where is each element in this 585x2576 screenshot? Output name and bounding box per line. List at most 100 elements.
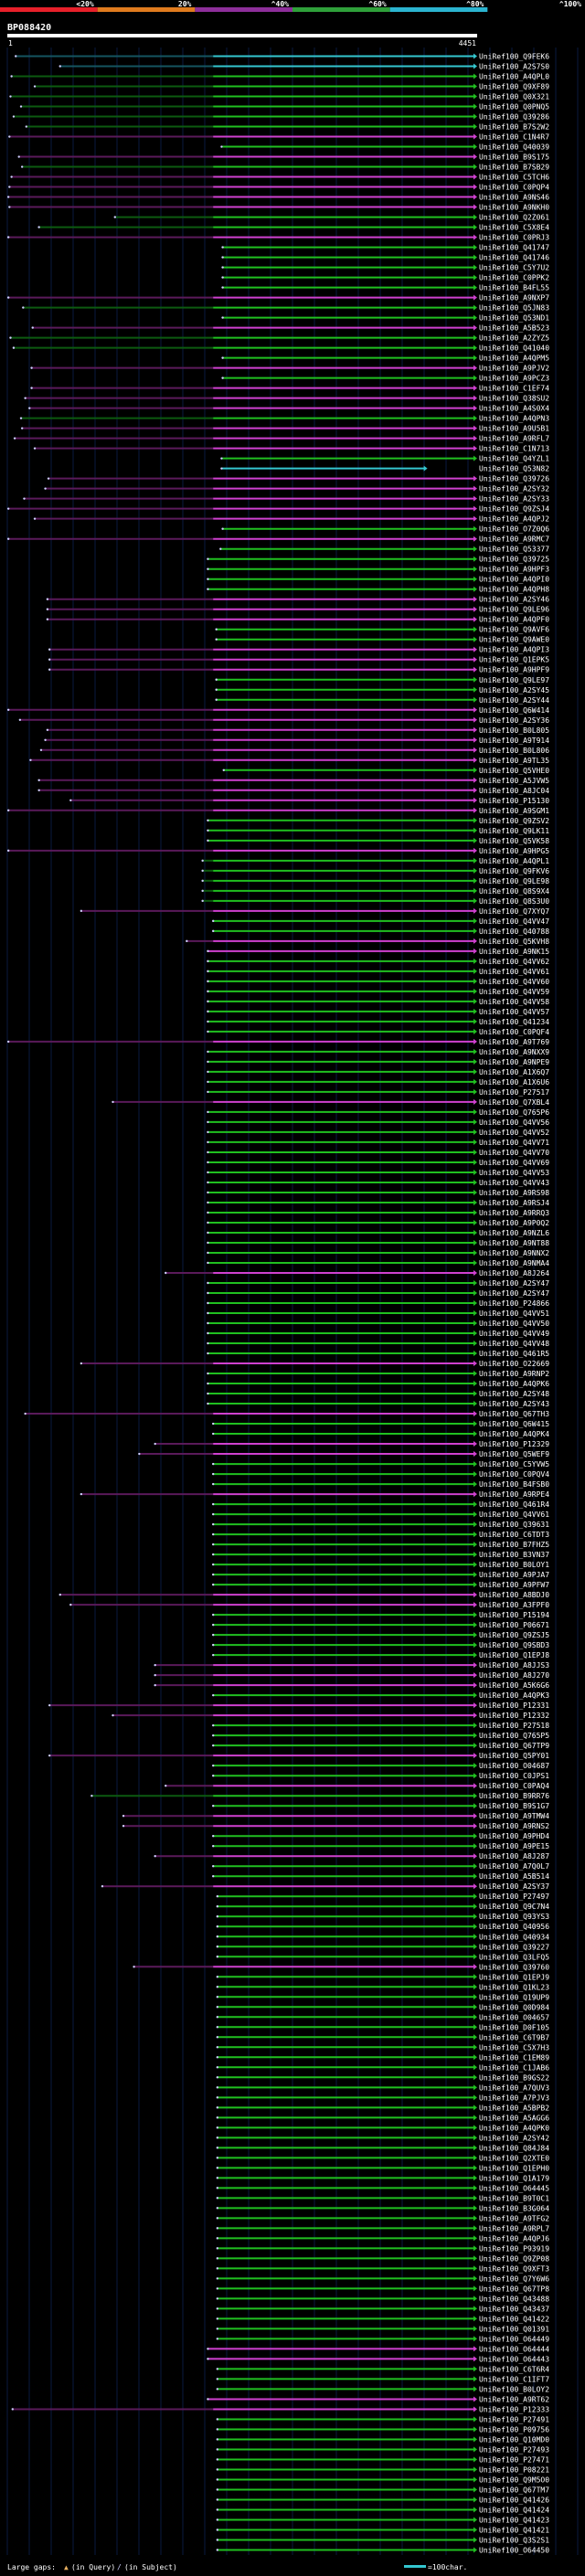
hit-label[interactable]: UniRef100_B9T0C1 bbox=[479, 2194, 549, 2202]
hit-row[interactable]: UniRef100_Q3LFQ5 bbox=[216, 1953, 550, 1961]
hit-label[interactable]: UniRef100_P27471 bbox=[479, 2455, 549, 2464]
hit-row[interactable]: UniRef100_Q41426 bbox=[216, 2496, 550, 2504]
hit-label[interactable]: UniRef100_A2SY47 bbox=[479, 1279, 549, 1288]
hit-row[interactable]: UniRef100_A5B523 bbox=[31, 324, 550, 333]
hit-row[interactable]: UniRef100_Q4VV61 bbox=[207, 968, 549, 976]
hit-label[interactable]: UniRef100_A9RMC7 bbox=[479, 535, 549, 544]
hit-row[interactable]: UniRef100_A7Q0L7 bbox=[211, 1862, 549, 1871]
hit-row[interactable]: UniRef100_A2SY42 bbox=[216, 2134, 550, 2142]
hit-label[interactable]: UniRef100_O64444 bbox=[479, 2345, 549, 2353]
hit-row[interactable]: UniRef100_A9HPF9 bbox=[48, 666, 549, 674]
hit-row[interactable]: UniRef100_Q41423 bbox=[216, 2516, 550, 2524]
hit-label[interactable]: UniRef100_A9RRQ3 bbox=[479, 1209, 549, 1217]
hit-label[interactable]: UniRef100_C0PQV4 bbox=[479, 1470, 549, 1479]
hit-label[interactable]: UniRef100_A9TMW4 bbox=[479, 1812, 549, 1820]
hit-row[interactable]: UniRef100_A2SY36 bbox=[18, 716, 550, 725]
hit-label[interactable]: UniRef100_A9RFL7 bbox=[479, 435, 549, 443]
hit-label[interactable]: UniRef100_A9P0Q2 bbox=[479, 1219, 549, 1227]
hit-row[interactable]: UniRef100_Q9FEK6 bbox=[15, 53, 549, 61]
hit-row[interactable]: UniRef100_Q9ZSJ5 bbox=[211, 1631, 549, 1639]
hit-row[interactable]: UniRef100_Q1A179 bbox=[216, 2174, 550, 2182]
hit-row[interactable]: UniRef100_Q6W415 bbox=[211, 1420, 549, 1428]
hit-row[interactable]: UniRef100_Q5VK58 bbox=[207, 837, 549, 845]
hit-row[interactable]: UniRef100_Q39227 bbox=[216, 1943, 550, 1951]
hit-row[interactable]: UniRef100_A9RT62 bbox=[207, 2395, 549, 2403]
hit-label[interactable]: UniRef100_A9NK15 bbox=[479, 948, 549, 956]
hit-row[interactable]: UniRef100_Q40956 bbox=[216, 1923, 550, 1931]
hit-label[interactable]: UniRef100_A9PE15 bbox=[479, 1842, 549, 1850]
hit-label[interactable]: UniRef100_Q1A179 bbox=[479, 2174, 549, 2182]
hit-row[interactable]: UniRef100_Q43488 bbox=[216, 2295, 550, 2303]
hit-row[interactable]: UniRef100_A4QPF0 bbox=[46, 616, 550, 624]
hit-label[interactable]: UniRef100_O64450 bbox=[479, 2546, 549, 2554]
hit-label[interactable]: UniRef100_Q9ZP08 bbox=[479, 2254, 549, 2263]
hit-row[interactable]: UniRef100_A7QUV3 bbox=[216, 2083, 550, 2092]
hit-row[interactable]: UniRef100_A4QPN3 bbox=[19, 415, 549, 423]
hit-label[interactable]: UniRef100_C5X7H3 bbox=[479, 2043, 549, 2051]
hit-row[interactable]: UniRef100_A9PJA7 bbox=[211, 1571, 549, 1579]
hit-row[interactable]: UniRef100_P27517 bbox=[207, 1088, 549, 1097]
hit-row[interactable]: UniRef100_Q53377 bbox=[219, 546, 549, 554]
hit-row[interactable]: UniRef100_C6TDT3 bbox=[211, 1531, 549, 1539]
hit-label[interactable]: UniRef100_Q41423 bbox=[479, 2516, 549, 2524]
hit-label[interactable]: UniRef100_Q10MD0 bbox=[479, 2435, 549, 2443]
hit-label[interactable]: UniRef100_B4FSB0 bbox=[479, 1480, 549, 1489]
hit-label[interactable]: UniRef100_Q5KVH8 bbox=[479, 938, 549, 946]
hit-row[interactable]: UniRef100_A9SGM1 bbox=[6, 807, 549, 815]
hit-label[interactable]: UniRef100_A9RNS2 bbox=[479, 1822, 549, 1830]
hit-row[interactable]: UniRef100_A9PE15 bbox=[211, 1842, 549, 1850]
hit-row[interactable]: UniRef100_A4QPJ2 bbox=[33, 515, 549, 524]
hit-row[interactable]: UniRef100_Q39286 bbox=[12, 113, 550, 122]
hit-row[interactable]: UniRef100_A5B514 bbox=[211, 1872, 549, 1881]
hit-label[interactable]: UniRef100_A9RT62 bbox=[479, 2395, 549, 2403]
hit-label[interactable]: UniRef100_A2SY48 bbox=[479, 1390, 549, 1398]
hit-label[interactable]: UniRef100_Q84J84 bbox=[479, 2144, 549, 2152]
hit-label[interactable]: UniRef100_C5YVW5 bbox=[479, 1460, 549, 1468]
hit-label[interactable]: UniRef100_P24866 bbox=[479, 1299, 549, 1308]
hit-row[interactable]: UniRef100_Q3S2S1 bbox=[216, 2536, 550, 2544]
hit-label[interactable]: UniRef100_Q6W414 bbox=[479, 706, 549, 715]
hit-label[interactable]: UniRef100_Q40788 bbox=[479, 928, 549, 936]
hit-row[interactable]: UniRef100_B0L806 bbox=[39, 747, 549, 755]
hit-row[interactable]: UniRef100_Q1EPK5 bbox=[48, 656, 549, 664]
hit-row[interactable]: UniRef100_Q5PY01 bbox=[48, 1752, 549, 1760]
hit-row[interactable]: UniRef100_Q4VV49 bbox=[207, 1330, 549, 1338]
hit-label[interactable]: UniRef100_B9S1G7 bbox=[479, 1802, 549, 1810]
hit-row[interactable]: UniRef100_P27497 bbox=[216, 1892, 550, 1901]
hit-label[interactable]: UniRef100_Q41746 bbox=[479, 254, 549, 262]
hit-label[interactable]: UniRef100_A4S0X4 bbox=[479, 405, 549, 413]
hit-row[interactable]: UniRef100_Q39760 bbox=[133, 1963, 549, 1971]
hit-row[interactable]: UniRef100_Q19UP9 bbox=[216, 1993, 550, 2001]
hit-label[interactable]: UniRef100_A9TL35 bbox=[479, 757, 549, 765]
hit-label[interactable]: UniRef100_P27491 bbox=[479, 2415, 549, 2423]
hit-label[interactable]: UniRef100_A9PFW7 bbox=[479, 1581, 549, 1589]
hit-row[interactable]: UniRef100_A9T914 bbox=[44, 737, 549, 745]
hit-label[interactable]: UniRef100_Q7Y6W6 bbox=[479, 2274, 549, 2283]
hit-label[interactable]: UniRef100_B7FHZ5 bbox=[479, 1541, 549, 1549]
hit-row[interactable]: UniRef100_A2S7S0 bbox=[58, 63, 550, 71]
hit-label[interactable]: UniRef100_Q40956 bbox=[479, 1923, 549, 1931]
hit-label[interactable]: UniRef100_Q3LFQ5 bbox=[479, 1953, 549, 1961]
hit-row[interactable]: UniRef100_Q41422 bbox=[216, 2315, 550, 2323]
hit-row[interactable]: UniRef100_A4QPI0 bbox=[207, 576, 549, 584]
hit-row[interactable]: UniRef100_Q4VV48 bbox=[207, 1340, 549, 1348]
hit-row[interactable]: UniRef100_A9PFW7 bbox=[211, 1581, 549, 1589]
hit-row[interactable]: UniRef100_C0PPK2 bbox=[221, 274, 549, 282]
hit-row[interactable]: UniRef100_O04657 bbox=[216, 2013, 550, 2021]
hit-label[interactable]: UniRef100_Q53ND1 bbox=[479, 314, 549, 323]
hit-row[interactable]: UniRef100_A2SY46 bbox=[46, 596, 550, 604]
hit-row[interactable]: UniRef100_Q8S3U0 bbox=[201, 897, 549, 906]
hit-row[interactable]: UniRef100_C5X8E4 bbox=[37, 224, 549, 232]
hit-label[interactable]: UniRef100_A3FPF0 bbox=[479, 1601, 549, 1609]
hit-row[interactable]: UniRef100_B0LOY2 bbox=[216, 2385, 550, 2393]
hit-row[interactable]: UniRef100_P27491 bbox=[216, 2415, 550, 2423]
hit-row[interactable]: UniRef100_C6T6R4 bbox=[216, 2365, 550, 2373]
hit-label[interactable]: UniRef100_A4QPN3 bbox=[479, 415, 549, 423]
hit-row[interactable]: UniRef100_Q9SBD3 bbox=[211, 1641, 549, 1649]
hit-row[interactable]: UniRef100_A9RSJ4 bbox=[207, 1199, 549, 1207]
hit-row[interactable]: UniRef100_A9NS46 bbox=[6, 194, 549, 202]
hit-label[interactable]: UniRef100_C1EM89 bbox=[479, 2053, 549, 2062]
hit-label[interactable]: UniRef100_Q9SBD3 bbox=[479, 1641, 549, 1649]
hit-row[interactable]: UniRef100_A9NMA4 bbox=[207, 1259, 549, 1267]
hit-label[interactable]: UniRef100_Q93YS3 bbox=[479, 1913, 549, 1921]
